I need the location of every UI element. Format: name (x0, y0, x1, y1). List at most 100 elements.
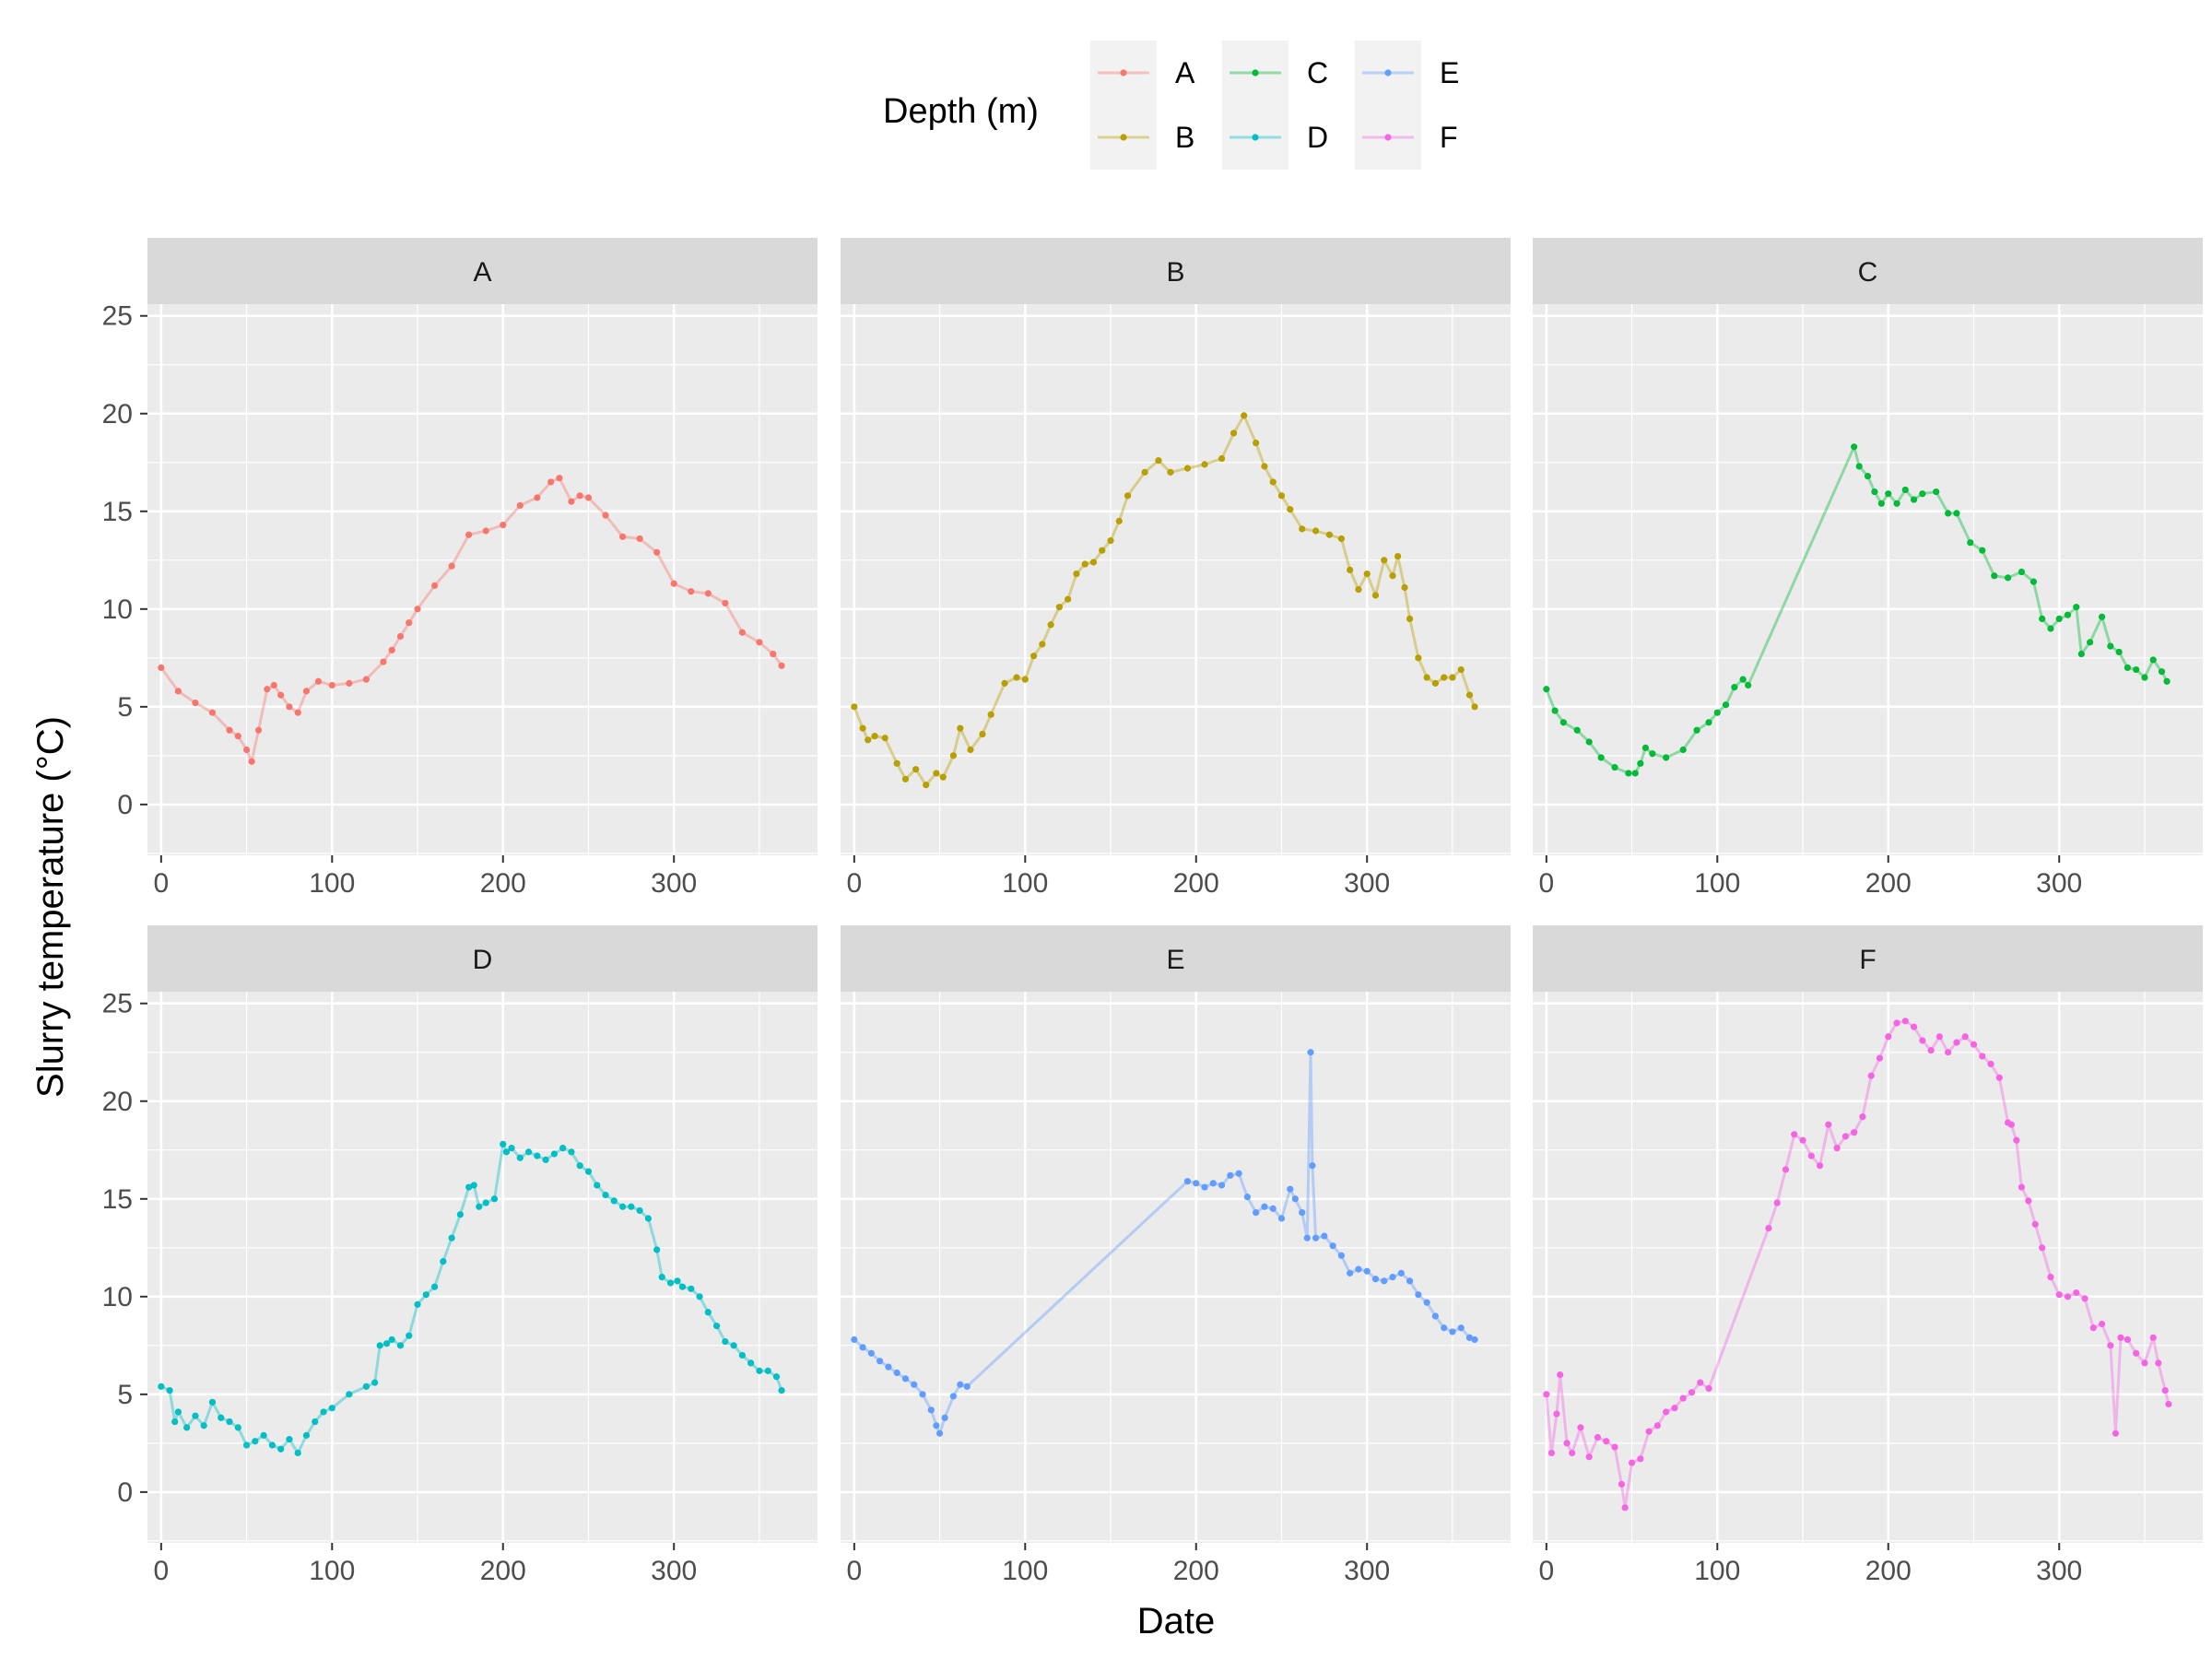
data-point (362, 1382, 370, 1390)
data-point (371, 1379, 379, 1386)
data-point (893, 759, 900, 767)
data-point (1663, 754, 1670, 761)
data-point (636, 1206, 643, 1215)
data-point (2117, 1334, 2124, 1341)
data-point (1991, 572, 1998, 580)
data-point (1765, 1224, 1772, 1232)
data-point (1791, 1131, 1798, 1138)
data-point (1919, 490, 1926, 498)
data-point (1355, 586, 1362, 594)
y-tick-label: 0 (117, 790, 133, 820)
data-point (362, 676, 370, 683)
data-point (516, 501, 524, 510)
data-point (1307, 1049, 1314, 1056)
data-point (584, 494, 593, 501)
data-point (939, 773, 947, 781)
data-point (941, 1414, 948, 1421)
data-point (320, 1408, 327, 1416)
legend-item-f: F (1355, 105, 1458, 170)
data-point (1594, 1433, 1602, 1441)
data-point (1230, 429, 1238, 437)
data-point (2141, 674, 2148, 681)
data-point (208, 1398, 217, 1406)
data-point (218, 1414, 225, 1421)
data-point (158, 664, 165, 672)
data-point (2098, 613, 2106, 620)
data-point (2124, 664, 2131, 672)
data-point (772, 1373, 781, 1381)
y-tick-label: 25 (102, 989, 133, 1019)
facet-panel-d: D 0 100 200 300 0 5 10 15 20 25 (102, 925, 818, 1586)
data-point (430, 582, 439, 589)
panel-background (1533, 992, 2203, 1543)
data-point (1457, 665, 1465, 674)
y-tick-label: 20 (102, 399, 133, 429)
legend-label: B (1175, 121, 1194, 154)
data-point (1945, 1049, 1952, 1056)
data-point (534, 494, 541, 501)
x-tick-label: 100 (1694, 1556, 1740, 1586)
data-point (851, 1335, 858, 1344)
data-point (2107, 642, 2114, 650)
data-point (388, 1335, 395, 1344)
data-point (2004, 574, 2012, 582)
data-point (2098, 1320, 2106, 1328)
data-point (1441, 1324, 1448, 1332)
data-point (1115, 517, 1123, 524)
data-point (1833, 1145, 1841, 1152)
x-tick-label: 300 (1344, 1556, 1390, 1586)
data-point (260, 1431, 267, 1439)
data-point (406, 1332, 413, 1339)
legend-item-a: A (1090, 41, 1195, 105)
data-point (1799, 1136, 1806, 1144)
data-point (1987, 1060, 1994, 1068)
data-point (1979, 1053, 1986, 1060)
data-point (1825, 1121, 1832, 1128)
data-point (286, 703, 293, 711)
data-point (1141, 468, 1148, 476)
data-point (294, 709, 301, 716)
y-tick-label: 25 (102, 301, 133, 332)
data-point (1465, 691, 1474, 699)
x-tick-label: 0 (1538, 868, 1554, 899)
legend-label: F (1440, 121, 1458, 154)
x-tick-label: 300 (651, 1556, 697, 1586)
data-point (1637, 759, 1644, 767)
data-point (1551, 707, 1559, 714)
data-point (2073, 604, 2080, 611)
data-point (252, 1438, 259, 1445)
data-point (1713, 709, 1721, 716)
data-point (2149, 656, 2157, 664)
data-point (242, 1441, 251, 1449)
data-point (1312, 1234, 1320, 1241)
data-point (1253, 1209, 1260, 1217)
facet-strip (1533, 925, 2203, 992)
data-point (1859, 1113, 1866, 1121)
data-point (1431, 679, 1439, 687)
x-tick-label: 300 (2036, 1556, 2082, 1586)
data-point (1663, 1408, 1670, 1416)
data-point (602, 1191, 609, 1199)
data-point (584, 1168, 593, 1175)
data-point (1679, 746, 1687, 754)
facet-strip-label: A (473, 257, 491, 288)
data-point (1269, 1205, 1277, 1212)
data-point (1471, 1335, 1478, 1344)
data-point (234, 733, 241, 740)
data-point (1867, 1072, 1875, 1079)
legend-label: A (1175, 56, 1195, 89)
data-point (2047, 1274, 2054, 1281)
data-point (738, 629, 746, 636)
data-point (1653, 1422, 1661, 1430)
data-point (1218, 1182, 1226, 1189)
data-point (500, 522, 507, 529)
data-point (2030, 578, 2037, 585)
data-point (2133, 665, 2140, 674)
data-point (704, 1309, 712, 1316)
data-point (448, 1234, 455, 1241)
data-point (1961, 1033, 1969, 1041)
data-point (1073, 571, 1080, 578)
data-point (1107, 536, 1114, 545)
data-point (610, 1197, 618, 1205)
x-tick-label: 100 (1002, 868, 1048, 899)
